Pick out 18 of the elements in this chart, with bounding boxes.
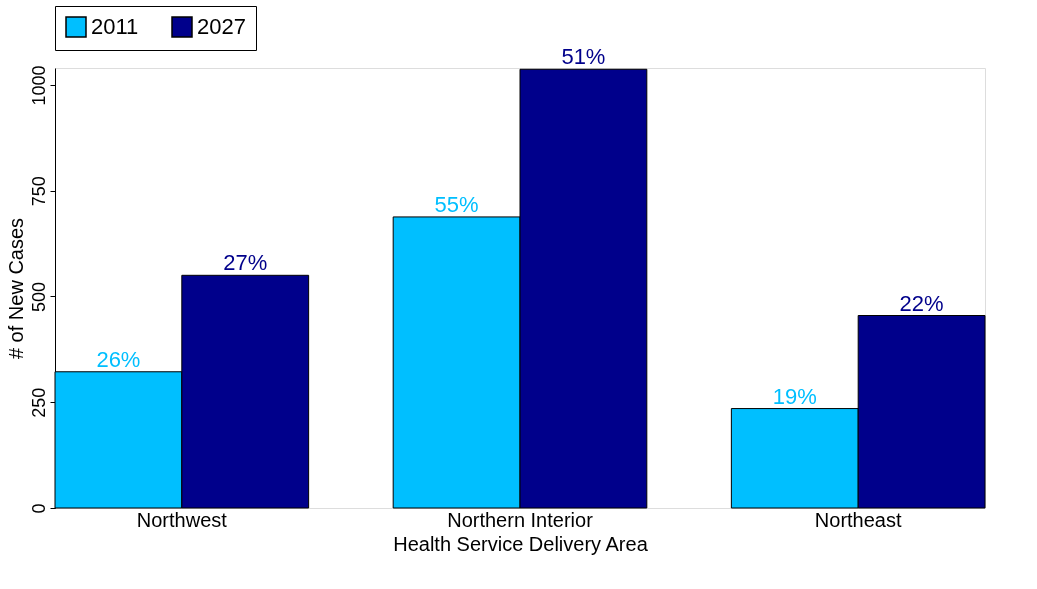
y-tick-label: 750 [28, 176, 49, 207]
annotation: 19% [772, 383, 817, 409]
x-tick-label: Northwest [136, 508, 228, 531]
x-tick-label: Northeast [814, 508, 902, 531]
y-tick-label: 250 [28, 387, 49, 418]
x-tick-label: Northern Interior [447, 508, 594, 531]
annotation: 55% [434, 191, 479, 217]
y-axis-title: # of New Cases [4, 217, 27, 360]
y-tick-label: 500 [28, 281, 49, 312]
annotation: 51% [561, 44, 606, 70]
annotation: 27% [223, 250, 268, 276]
y-tick-label: 0 [28, 503, 49, 514]
annotation: 22% [899, 290, 944, 316]
legend-label: 2011 [91, 14, 139, 39]
x-axis-title: Health Service Delivery Area [393, 532, 649, 555]
legend-label: 2027 [197, 14, 246, 39]
annotation: 26% [96, 346, 141, 372]
y-tick-label: 1000 [28, 65, 49, 106]
